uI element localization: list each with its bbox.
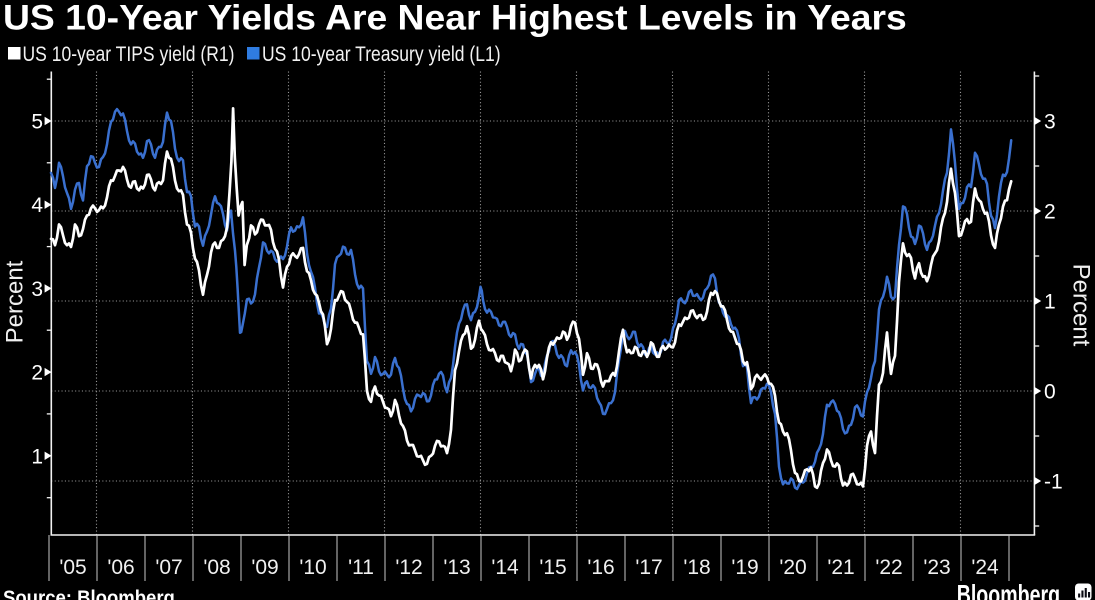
svg-text:'09: '09	[251, 556, 278, 579]
svg-text:'11: '11	[348, 556, 374, 579]
svg-text:'20: '20	[779, 556, 806, 579]
svg-text:'19: '19	[731, 556, 758, 579]
svg-text:'12: '12	[395, 556, 422, 579]
svg-text:2: 2	[1044, 201, 1056, 224]
svg-text:3: 3	[31, 278, 43, 301]
svg-text:US 10-year TIPS yield (R1): US 10-year TIPS yield (R1)	[23, 43, 235, 67]
svg-text:3: 3	[1044, 111, 1056, 134]
svg-text:Source: Bloomberg: Source: Bloomberg	[3, 588, 175, 600]
svg-text:'05: '05	[59, 556, 86, 579]
svg-text:'14: '14	[491, 556, 519, 579]
svg-text:'08: '08	[203, 556, 230, 579]
svg-text:Percent: Percent	[1068, 264, 1095, 347]
svg-text:US 10-Year Yields Are Near Hig: US 10-Year Yields Are Near Highest Level…	[3, 0, 907, 37]
svg-text:'21: '21	[827, 556, 854, 579]
svg-text:'10: '10	[299, 556, 326, 579]
svg-text:'06: '06	[107, 556, 134, 579]
svg-text:5: 5	[31, 111, 43, 134]
svg-text:1: 1	[1044, 291, 1056, 314]
svg-text:'24: '24	[971, 556, 999, 579]
svg-text:1: 1	[31, 445, 43, 468]
svg-text:0: 0	[1044, 381, 1056, 404]
svg-text:'17: '17	[635, 556, 662, 579]
svg-text:'13: '13	[443, 556, 470, 579]
svg-text:2: 2	[31, 362, 43, 385]
svg-text:'15: '15	[539, 556, 566, 579]
svg-text:'16: '16	[587, 556, 614, 579]
svg-text:'22: '22	[875, 556, 902, 579]
svg-text:US 10-year Treasury yield (L1): US 10-year Treasury yield (L1)	[262, 43, 501, 67]
svg-text:4: 4	[31, 194, 43, 217]
svg-text:Percent: Percent	[2, 260, 29, 343]
svg-text:'23: '23	[923, 556, 950, 579]
svg-text:'07: '07	[155, 556, 182, 579]
svg-text:-1: -1	[1044, 471, 1063, 494]
svg-text:'18: '18	[683, 556, 710, 579]
svg-text:Bloomberg: Bloomberg	[957, 580, 1060, 600]
